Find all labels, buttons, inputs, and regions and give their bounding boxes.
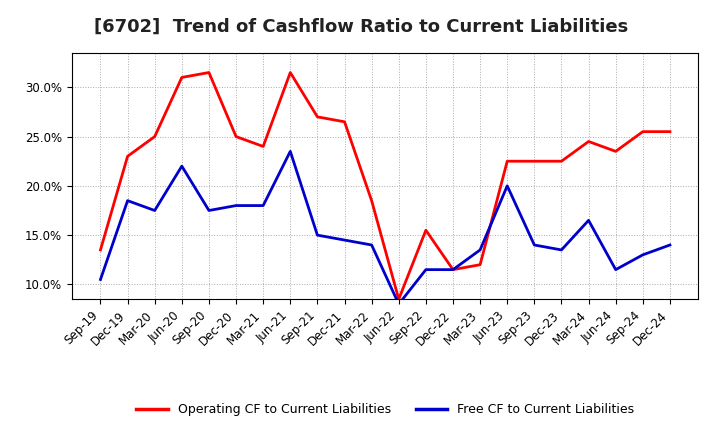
Free CF to Current Liabilities (367, 242, 376, 248)
Free CF to Current Liabilities (395, 301, 403, 307)
Operating CF to Current Liabilities (367, 198, 376, 203)
Free CF to Current Liabilities (449, 267, 457, 272)
Operating CF to Current Liabilities (123, 154, 132, 159)
Free CF to Current Liabilities (150, 208, 159, 213)
Line: Operating CF to Current Liabilities: Operating CF to Current Liabilities (101, 73, 670, 299)
Free CF to Current Liabilities (259, 203, 268, 208)
Operating CF to Current Liabilities (530, 158, 539, 164)
Operating CF to Current Liabilities (584, 139, 593, 144)
Operating CF to Current Liabilities (611, 149, 620, 154)
Operating CF to Current Liabilities (421, 227, 430, 233)
Free CF to Current Liabilities (313, 232, 322, 238)
Operating CF to Current Liabilities (178, 75, 186, 80)
Operating CF to Current Liabilities (395, 297, 403, 302)
Operating CF to Current Liabilities (557, 158, 566, 164)
Free CF to Current Liabilities (557, 247, 566, 253)
Operating CF to Current Liabilities (232, 134, 240, 139)
Operating CF to Current Liabilities (286, 70, 294, 75)
Operating CF to Current Liabilities (476, 262, 485, 268)
Operating CF to Current Liabilities (665, 129, 674, 134)
Operating CF to Current Liabilities (639, 129, 647, 134)
Line: Free CF to Current Liabilities: Free CF to Current Liabilities (101, 151, 670, 304)
Operating CF to Current Liabilities (341, 119, 349, 125)
Free CF to Current Liabilities (476, 247, 485, 253)
Free CF to Current Liabilities (232, 203, 240, 208)
Free CF to Current Liabilities (341, 238, 349, 243)
Free CF to Current Liabilities (584, 218, 593, 223)
Free CF to Current Liabilities (611, 267, 620, 272)
Operating CF to Current Liabilities (503, 158, 511, 164)
Free CF to Current Liabilities (123, 198, 132, 203)
Text: [6702]  Trend of Cashflow Ratio to Current Liabilities: [6702] Trend of Cashflow Ratio to Curren… (94, 18, 628, 36)
Free CF to Current Liabilities (421, 267, 430, 272)
Free CF to Current Liabilities (204, 208, 213, 213)
Free CF to Current Liabilities (503, 183, 511, 188)
Operating CF to Current Liabilities (259, 144, 268, 149)
Operating CF to Current Liabilities (204, 70, 213, 75)
Free CF to Current Liabilities (96, 277, 105, 282)
Operating CF to Current Liabilities (96, 247, 105, 253)
Free CF to Current Liabilities (639, 252, 647, 257)
Free CF to Current Liabilities (286, 149, 294, 154)
Operating CF to Current Liabilities (150, 134, 159, 139)
Legend: Operating CF to Current Liabilities, Free CF to Current Liabilities: Operating CF to Current Liabilities, Fre… (131, 398, 639, 421)
Free CF to Current Liabilities (178, 164, 186, 169)
Free CF to Current Liabilities (530, 242, 539, 248)
Operating CF to Current Liabilities (313, 114, 322, 120)
Free CF to Current Liabilities (665, 242, 674, 248)
Operating CF to Current Liabilities (449, 267, 457, 272)
